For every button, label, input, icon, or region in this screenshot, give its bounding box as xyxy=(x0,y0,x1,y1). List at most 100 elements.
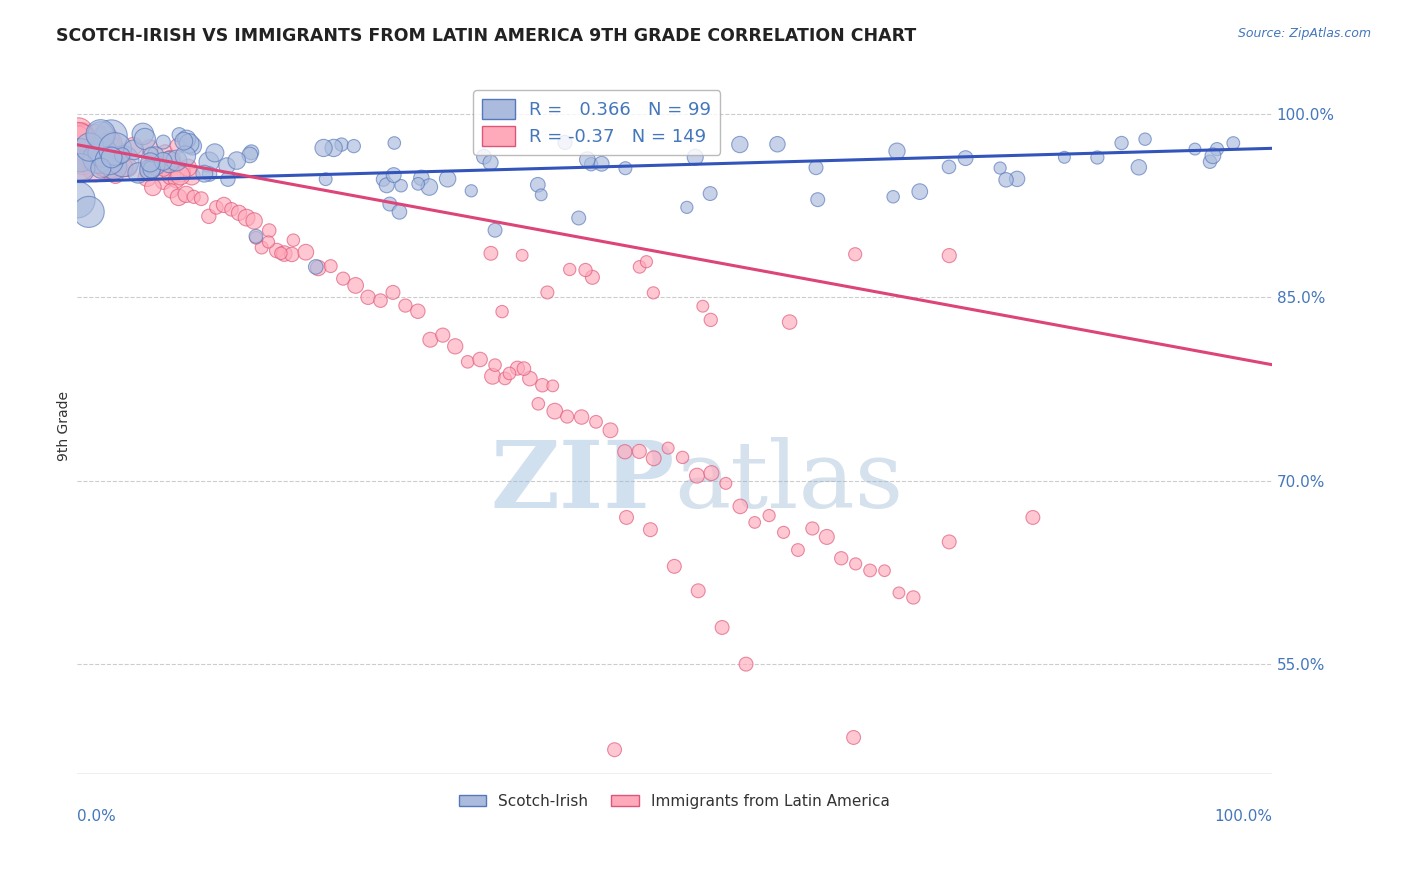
Point xyxy=(406,304,429,318)
Point xyxy=(510,248,533,262)
Point xyxy=(479,155,502,169)
Point xyxy=(322,141,344,155)
Point xyxy=(67,130,90,145)
Point xyxy=(373,172,395,186)
Point xyxy=(585,415,607,429)
Point xyxy=(169,169,191,183)
Point xyxy=(235,211,257,225)
Point xyxy=(779,315,801,329)
Point xyxy=(170,165,193,179)
Point xyxy=(460,184,482,198)
Point xyxy=(205,201,228,215)
Point xyxy=(198,155,221,169)
Point xyxy=(257,223,280,237)
Point xyxy=(1128,161,1150,175)
Point xyxy=(555,409,578,424)
Point xyxy=(79,148,101,162)
Point xyxy=(67,130,90,145)
Point xyxy=(614,161,637,176)
Point xyxy=(198,210,221,224)
Text: 100.0%: 100.0% xyxy=(1213,809,1272,824)
Point xyxy=(406,177,429,191)
Point xyxy=(692,299,714,313)
Legend: Scotch-Irish, Immigrants from Latin America: Scotch-Irish, Immigrants from Latin Amer… xyxy=(453,788,896,815)
Point xyxy=(221,202,243,217)
Point xyxy=(174,149,197,163)
Point xyxy=(591,157,613,171)
Point xyxy=(484,358,506,372)
Point xyxy=(908,185,931,199)
Point xyxy=(527,397,550,411)
Point xyxy=(481,369,503,384)
Point xyxy=(643,285,665,300)
Point xyxy=(90,149,112,163)
Point xyxy=(266,244,288,258)
Point xyxy=(357,290,380,304)
Point xyxy=(574,263,596,277)
Point xyxy=(167,128,190,142)
Point xyxy=(98,158,121,172)
Point xyxy=(72,154,94,169)
Point xyxy=(599,423,621,437)
Point xyxy=(873,564,896,578)
Text: SCOTCH-IRISH VS IMMIGRANTS FROM LATIN AMERICA 9TH GRADE CORRELATION CHART: SCOTCH-IRISH VS IMMIGRANTS FROM LATIN AM… xyxy=(56,27,917,45)
Point xyxy=(93,161,115,176)
Point xyxy=(845,557,868,571)
Point xyxy=(283,233,305,247)
Point xyxy=(636,254,658,268)
Point xyxy=(173,134,195,148)
Point xyxy=(714,476,737,491)
Point xyxy=(152,154,174,169)
Point xyxy=(138,141,160,155)
Point xyxy=(903,591,925,605)
Point xyxy=(145,148,167,162)
Point xyxy=(472,150,495,164)
Point xyxy=(100,153,122,167)
Point xyxy=(90,128,112,142)
Point xyxy=(1111,136,1133,150)
Point xyxy=(444,339,467,353)
Point xyxy=(145,159,167,173)
Point xyxy=(955,151,977,165)
Point xyxy=(1206,142,1229,156)
Point xyxy=(558,262,581,277)
Point xyxy=(536,285,558,300)
Point xyxy=(804,161,827,175)
Point xyxy=(295,245,318,260)
Point xyxy=(519,371,541,385)
Point xyxy=(700,466,723,480)
Point xyxy=(69,132,91,146)
Point xyxy=(370,293,392,308)
Point xyxy=(640,523,662,537)
Point xyxy=(117,161,139,175)
Point xyxy=(143,158,166,172)
Point xyxy=(988,161,1011,175)
Point xyxy=(436,171,458,186)
Y-axis label: 9th Grade: 9th Grade xyxy=(58,391,72,461)
Point xyxy=(664,559,686,574)
Point xyxy=(728,137,751,152)
Point xyxy=(1202,149,1225,163)
Point xyxy=(111,148,134,162)
Point xyxy=(330,137,353,152)
Point xyxy=(69,148,91,162)
Point xyxy=(491,304,513,318)
Point xyxy=(181,139,204,153)
Point xyxy=(139,155,162,169)
Point xyxy=(177,161,200,175)
Point xyxy=(90,161,112,176)
Point xyxy=(103,160,125,174)
Point xyxy=(1222,136,1244,150)
Point xyxy=(382,168,405,182)
Point xyxy=(91,145,114,160)
Point xyxy=(938,160,960,174)
Point xyxy=(152,162,174,177)
Point xyxy=(815,530,838,544)
Point xyxy=(167,190,190,204)
Point xyxy=(801,521,824,535)
Point xyxy=(69,161,91,176)
Point xyxy=(332,271,354,285)
Point xyxy=(711,620,734,634)
Point xyxy=(217,172,239,186)
Point xyxy=(270,246,292,260)
